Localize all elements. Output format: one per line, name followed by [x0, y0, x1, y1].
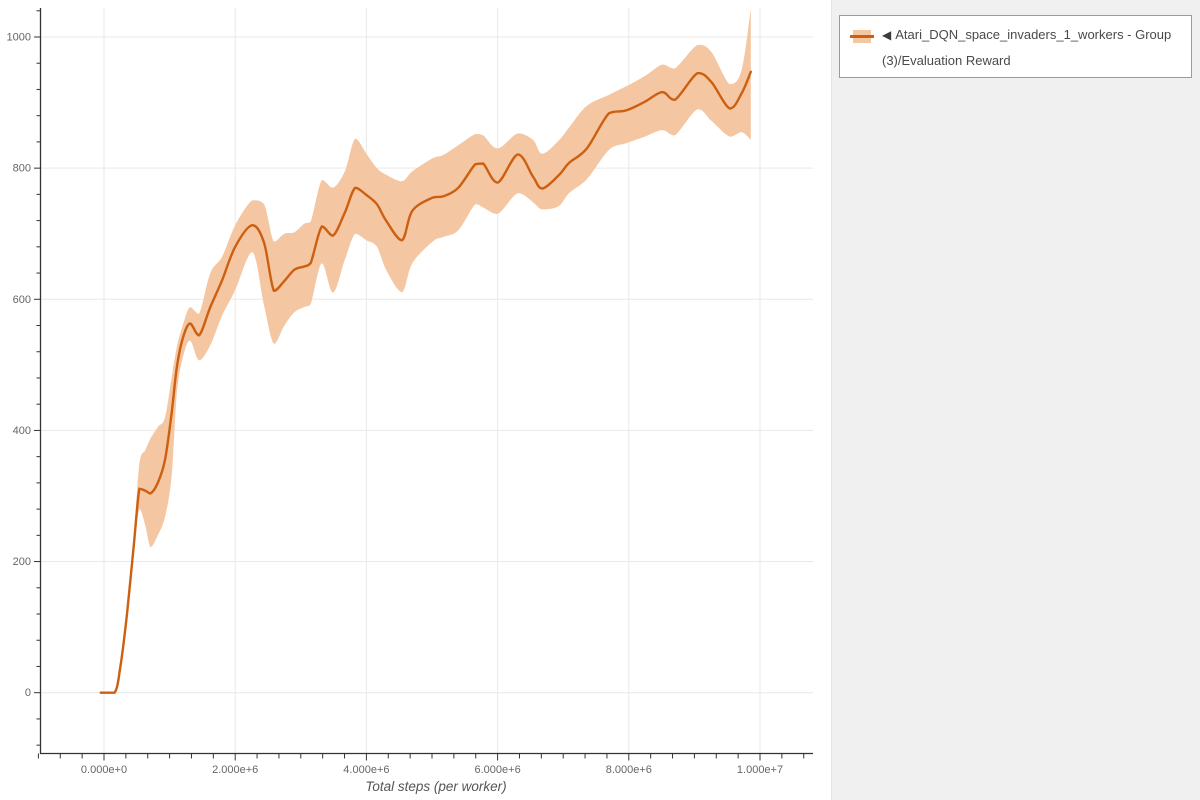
legend-label: Atari_DQN_space_invaders_1_workers - Gro… — [882, 27, 1172, 68]
x-tick-labels: 0.000e+0 2.000e+6 4.000e+6 6.000e+6 8.000e+6… — [81, 764, 783, 776]
legend-collapse-icon[interactable]: ◀ — [882, 28, 892, 42]
legend-line-swatch — [850, 35, 874, 38]
y-tick-labels: 0 200 400 600 800 1000 — [7, 32, 31, 700]
x-tick-label: 6.000e+6 — [475, 764, 521, 776]
y-tick-label: 800 — [13, 163, 31, 175]
legend-item[interactable]: ◀ Atari_DQN_space_invaders_1_workers - Gr… — [850, 22, 1181, 73]
grid-lines — [40, 8, 813, 754]
y-tick-label: 1000 — [7, 32, 31, 44]
y-tick-label: 400 — [13, 425, 31, 437]
reward-chart[interactable]: 0 200 400 600 800 1000 0.000e+0 2.000e+6 4.000e+… — [0, 0, 831, 800]
y-tick-label: 600 — [13, 294, 31, 306]
x-tick-label: 1.000e+7 — [737, 764, 783, 776]
legend-panel: ◀ Atari_DQN_space_invaders_1_workers - Gr… — [839, 15, 1192, 78]
legend-series-swatch — [850, 29, 874, 44]
x-tick-label: 0.000e+0 — [81, 764, 127, 776]
x-axis-title: Total steps (per worker) — [365, 779, 506, 794]
mean-line[interactable] — [99, 70, 752, 694]
axis-ticks — [34, 10, 805, 761]
x-tick-label: 4.000e+6 — [343, 764, 389, 776]
confidence-band — [133, 8, 751, 554]
y-tick-label: 0 — [25, 687, 31, 699]
chart-card: 0 200 400 600 800 1000 0.000e+0 2.000e+6 4.000e+… — [0, 0, 832, 800]
axes — [39, 8, 813, 755]
x-tick-label: 2.000e+6 — [212, 764, 258, 776]
x-tick-label: 8.000e+6 — [606, 764, 652, 776]
legend-text: ◀ Atari_DQN_space_invaders_1_workers - Gr… — [882, 22, 1181, 73]
y-tick-label: 200 — [13, 556, 31, 568]
